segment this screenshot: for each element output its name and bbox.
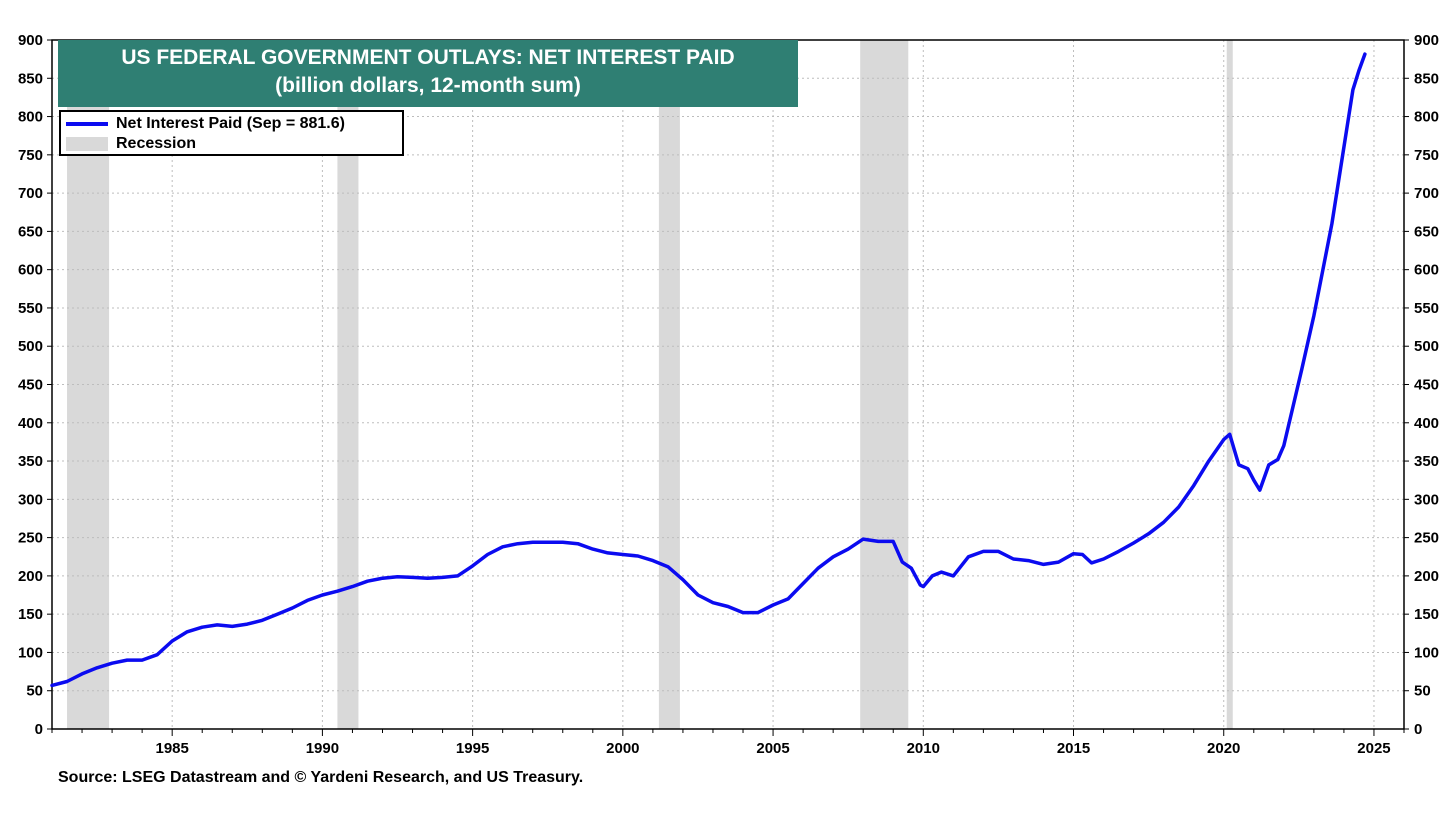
y-tick-label-left: 750 [18, 147, 43, 164]
y-tick-label-left: 850 [18, 70, 43, 87]
y-tick-label-left: 900 [18, 32, 43, 49]
y-tick-label-left: 300 [18, 491, 43, 508]
legend-recession-label: Recession [116, 135, 197, 152]
y-tick-label-left: 600 [18, 262, 43, 279]
y-tick-label-left: 150 [18, 606, 43, 623]
y-tick-label-right: 350 [1414, 453, 1439, 470]
x-tick-label: 2005 [756, 740, 789, 757]
y-tick-label-right: 850 [1414, 70, 1439, 87]
legend-line-swatch [66, 122, 108, 126]
series-line-1 [50, 52, 1367, 688]
y-tick-label-right: 200 [1414, 568, 1439, 585]
y-tick-label-right: 900 [1414, 32, 1439, 49]
y-tick-label-right: 550 [1414, 300, 1439, 317]
y-tick-label-right: 800 [1414, 109, 1439, 126]
legend-series-label: Net Interest Paid (Sep = 881.6) [116, 115, 345, 132]
legend: Net Interest Paid (Sep = 881.6) Recessio… [59, 110, 404, 156]
recession-band-5 [1226, 40, 1233, 729]
chart-subtitle: (billion dollars, 12-month sum) [275, 74, 581, 97]
x-tick-label: 1985 [155, 740, 188, 757]
y-tick-label-right: 300 [1414, 491, 1439, 508]
x-tick-label: 2000 [606, 740, 639, 757]
y-tick-label-left: 650 [18, 223, 43, 240]
chart-title-box: US FEDERAL GOVERNMENT OUTLAYS: NET INTER… [58, 40, 798, 107]
y-tick-label-right: 450 [1414, 377, 1439, 394]
y-tick-label-left: 550 [18, 300, 43, 317]
y-tick-label-right: 700 [1414, 185, 1439, 202]
recession-band-3 [658, 40, 680, 729]
y-tick-label-right: 600 [1414, 262, 1439, 279]
x-tick-label: 2015 [1057, 740, 1090, 757]
y-tick-label-left: 700 [18, 185, 43, 202]
x-tick-label: 2020 [1207, 740, 1240, 757]
legend-item-recession: Recession [66, 135, 196, 153]
y-tick-label-left: 500 [18, 338, 43, 355]
y-tick-label-right: 750 [1414, 147, 1439, 164]
y-tick-label-right: 150 [1414, 606, 1439, 623]
y-tick-label-left: 400 [18, 415, 43, 432]
y-tick-label-left: 100 [18, 644, 43, 661]
legend-recession-swatch [66, 137, 108, 151]
axis-ticks: 0 0 50 50 100 100 150 150 200 200 250 250 300 300 350 3… [18, 32, 1439, 757]
y-tick-label-left: 350 [18, 453, 43, 470]
x-tick-label: 2025 [1357, 740, 1390, 757]
x-tick-label: 1990 [306, 740, 339, 757]
gridlines [52, 40, 1404, 729]
y-tick-label-right: 400 [1414, 415, 1439, 432]
chart-title: US FEDERAL GOVERNMENT OUTLAYS: NET INTER… [121, 46, 735, 69]
y-tick-label-left: 50 [26, 683, 43, 700]
y-tick-label-left: 200 [18, 568, 43, 585]
y-tick-label-right: 250 [1414, 530, 1439, 547]
series-layer [50, 52, 1367, 688]
y-tick-label-right: 650 [1414, 223, 1439, 240]
x-tick-label: 2010 [907, 740, 940, 757]
y-tick-label-left: 0 [35, 721, 43, 738]
legend-item-series: Net Interest Paid (Sep = 881.6) [66, 115, 345, 133]
y-tick-label-right: 100 [1414, 644, 1439, 661]
y-tick-label-right: 0 [1414, 721, 1422, 738]
y-tick-label-left: 450 [18, 377, 43, 394]
y-tick-label-right: 500 [1414, 338, 1439, 355]
source-note: Source: LSEG Datastream and © Yardeni Re… [58, 769, 584, 786]
y-tick-label-left: 800 [18, 109, 43, 126]
y-tick-label-right: 50 [1414, 683, 1431, 700]
x-tick-label: 1995 [456, 740, 489, 757]
y-tick-label-left: 250 [18, 530, 43, 547]
